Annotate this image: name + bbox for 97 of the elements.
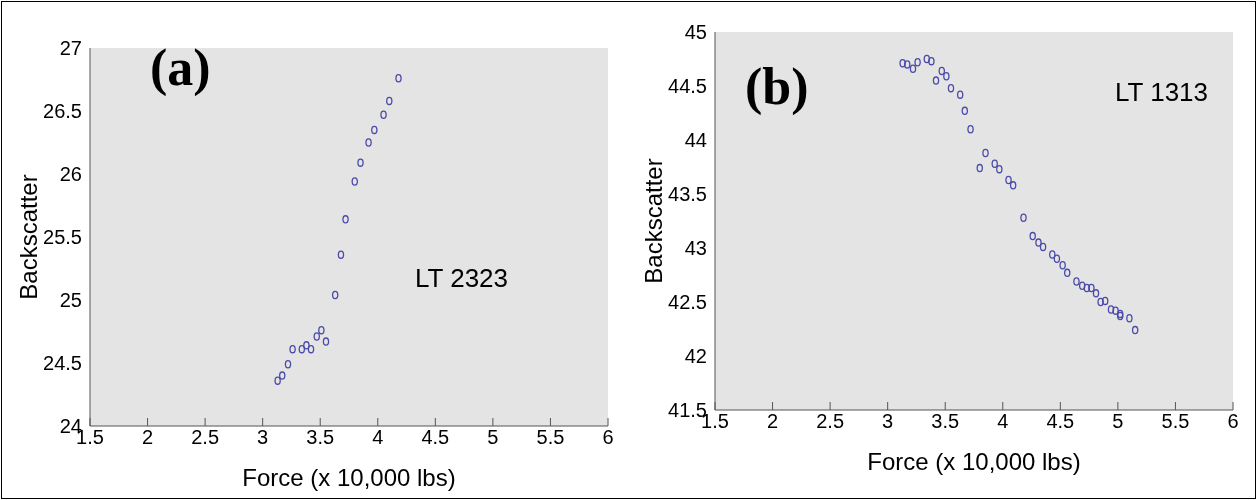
point — [313, 332, 321, 341]
point — [1059, 261, 1066, 270]
point — [365, 138, 372, 147]
point — [289, 344, 296, 354]
annotation: (b) — [745, 57, 809, 116]
point — [342, 215, 349, 224]
point — [395, 73, 402, 83]
x-tick-label: 4.5 — [1046, 410, 1075, 433]
point — [1097, 297, 1104, 307]
point — [1088, 283, 1095, 293]
point — [1112, 306, 1119, 315]
x-tick-label: 2.5 — [816, 410, 845, 433]
x-tick-label: 3.5 — [306, 426, 335, 449]
x-tick-label: 3.5 — [931, 410, 960, 433]
y-tick-label: 26.5 — [43, 100, 82, 123]
point — [274, 376, 281, 385]
point — [1063, 268, 1071, 278]
point — [298, 344, 306, 354]
annotation: LT 1313 — [1115, 77, 1209, 108]
point — [318, 325, 325, 335]
x-tick-label: 5 — [1112, 410, 1124, 433]
y-axis-title: Backscatter — [14, 174, 42, 300]
point — [322, 337, 330, 346]
point — [331, 290, 339, 300]
y-tick-label: 44.5 — [668, 75, 707, 98]
point — [1049, 250, 1056, 259]
point — [284, 360, 292, 369]
point — [991, 159, 998, 169]
point — [371, 125, 378, 135]
point — [961, 106, 969, 116]
x-tick-label: 4 — [997, 410, 1009, 433]
point — [1020, 213, 1027, 223]
point — [943, 72, 950, 81]
y-tick-label: 42 — [684, 345, 707, 368]
point — [1092, 289, 1100, 298]
y-tick-label: 44 — [684, 129, 707, 152]
x-tick-label: 6 — [1227, 410, 1239, 433]
x-tick-label: 5.5 — [1161, 410, 1190, 433]
point — [1035, 238, 1042, 247]
point — [903, 60, 911, 69]
point — [923, 54, 931, 64]
x-tick-label: 4.5 — [421, 426, 450, 449]
point — [337, 250, 345, 259]
x-tick-label: 4 — [372, 426, 384, 449]
point — [1039, 242, 1047, 252]
x-axis-title: Force (x 10,000 lbs) — [242, 464, 456, 491]
point — [1083, 283, 1091, 293]
point — [278, 371, 286, 380]
point — [357, 158, 364, 167]
point — [1101, 296, 1109, 306]
x-tick-label: 3 — [257, 426, 269, 449]
y-tick-label: 24.5 — [43, 352, 82, 375]
point — [1078, 281, 1086, 291]
point — [1005, 175, 1012, 185]
point — [947, 83, 955, 93]
point — [932, 76, 940, 85]
point — [996, 164, 1003, 174]
y-tick-label: 27 — [59, 37, 82, 60]
y-tick-label: 25 — [59, 289, 82, 312]
point — [1053, 254, 1061, 264]
point — [914, 57, 921, 67]
point — [967, 124, 974, 134]
annotation: (a) — [150, 38, 211, 97]
point — [1073, 277, 1080, 286]
annotation: LT 2323 — [415, 263, 509, 294]
y-axis-title: Backscatter — [639, 158, 667, 284]
y-tick-label: 45 — [684, 21, 707, 44]
point — [307, 344, 315, 354]
point — [976, 163, 984, 173]
point — [351, 177, 359, 186]
x-axis-title: Force (x 10,000 lbs) — [867, 448, 1081, 475]
y-tick-label: 43 — [684, 237, 707, 260]
point — [1029, 231, 1036, 241]
point — [982, 148, 989, 158]
point — [938, 66, 946, 76]
point — [956, 90, 964, 99]
point — [1126, 313, 1133, 323]
point — [1009, 181, 1017, 190]
x-tick-label: 5.5 — [536, 426, 565, 449]
point — [928, 56, 935, 66]
x-tick-label: 3 — [882, 410, 894, 433]
x-tick-label: 2 — [141, 426, 154, 449]
point — [303, 341, 310, 350]
y-tick-label: 42.5 — [668, 291, 707, 314]
x-tick-label: 6 — [602, 426, 614, 449]
y-tick-label: 25.5 — [43, 226, 82, 249]
point — [909, 64, 917, 73]
y-tick-label: 26 — [59, 163, 82, 186]
point — [386, 96, 393, 106]
y-tick-label: 43.5 — [668, 183, 707, 206]
point — [1131, 325, 1139, 335]
point — [1107, 305, 1115, 314]
x-tick-label: 2.5 — [191, 426, 220, 449]
x-tick-label: 2 — [766, 410, 779, 433]
x-tick-label: 5 — [487, 426, 499, 449]
point — [899, 59, 906, 68]
point — [380, 110, 387, 120]
